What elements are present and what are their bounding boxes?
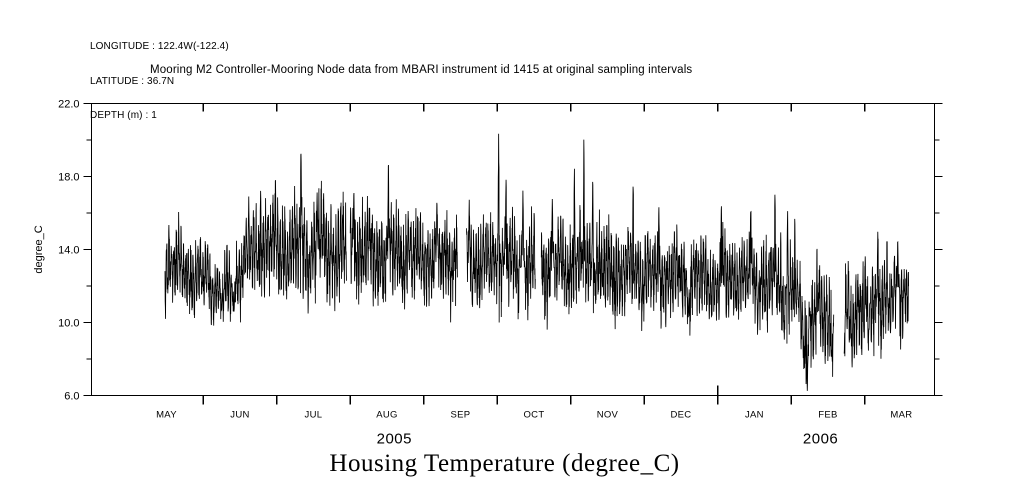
y-tick-label: 10.0 <box>58 318 79 330</box>
temperature-line <box>164 133 910 391</box>
latitude-text: LATITUDE : 36.7N <box>90 75 175 87</box>
y-tick-label: 6.0 <box>64 391 79 403</box>
x-month-label: MAR <box>890 410 912 421</box>
x-month-label: JUN <box>230 410 249 421</box>
y-axis-title: degree_C <box>33 225 45 273</box>
x-year-label: 2006 <box>803 431 838 448</box>
page-title: Housing Temperature (degree_C) <box>329 450 680 477</box>
plot-subtitle: Mooring M2 Controller-Mooring Node data … <box>150 64 693 76</box>
longitude-text: LONGITUDE : 122.4W(-122.4) <box>90 41 229 52</box>
depth-text: DEPTH (m) : 1 <box>90 110 157 121</box>
x-month-label: JUL <box>305 410 323 421</box>
x-month-label: JAN <box>745 410 764 421</box>
chart-data-series <box>164 133 910 391</box>
chart-axes <box>83 102 943 405</box>
x-month-label: OCT <box>523 410 544 421</box>
y-tick-label: 14.0 <box>58 245 79 257</box>
x-month-label: SEP <box>450 410 470 421</box>
chart-tick-labels: 22.0 18.0 14.0 10.0 6.0 MAY JUN JUL AUG SEP OCT NOV… <box>33 99 912 448</box>
x-month-label: FEB <box>818 410 837 421</box>
x-month-label: MAY <box>156 410 177 421</box>
station-metadata: LONGITUDE : 122.4W(-122.4) LATITUDE : 36… <box>90 18 229 145</box>
y-tick-label: 18.0 <box>58 172 79 184</box>
x-month-label: DEC <box>670 410 691 421</box>
x-month-label: AUG <box>376 410 398 421</box>
y-tick-label: 22.0 <box>58 99 79 111</box>
x-month-label: NOV <box>597 410 619 421</box>
x-year-label: 2005 <box>377 431 412 448</box>
